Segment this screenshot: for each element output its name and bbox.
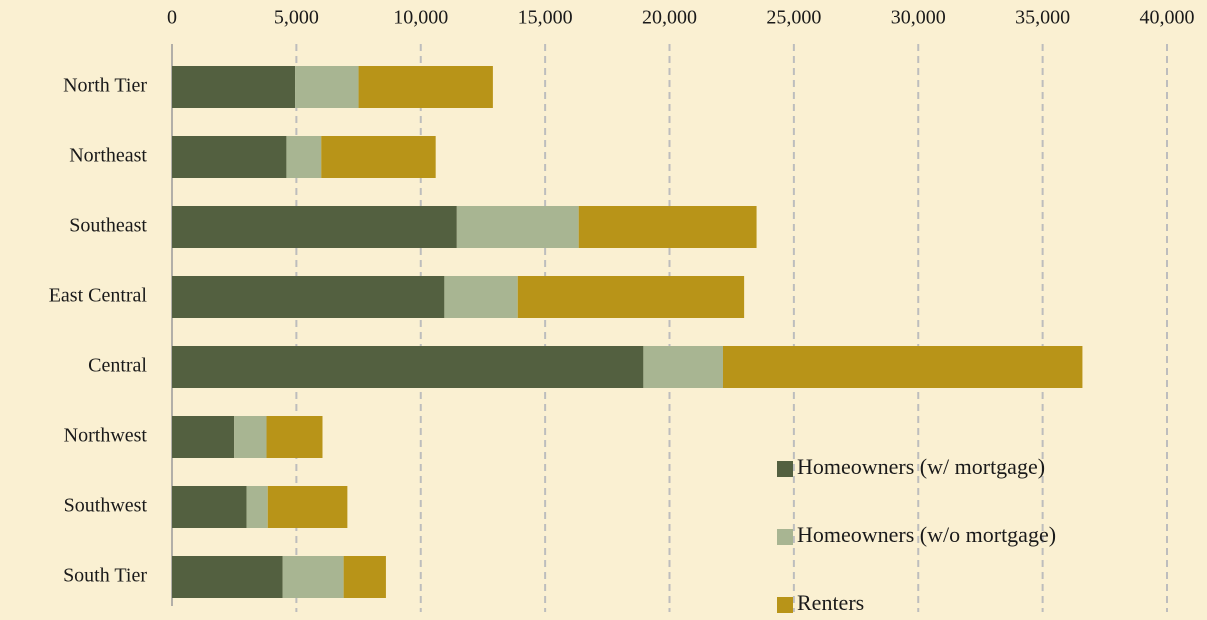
x-tick-label: 25,000 [766,7,821,29]
x-tick-label: 20,000 [642,7,697,29]
x-tick-label: 40,000 [1140,7,1195,29]
bar-segment [172,136,287,178]
bar-segment [172,346,644,388]
bar-segment [172,416,235,458]
bar-segment [246,486,268,528]
bar-segment [358,66,493,108]
legend-label: Renters [797,590,864,615]
y-tick-label: Southwest [64,495,148,517]
y-tick-label: Northeast [69,145,147,167]
y-tick-label: Southeast [69,215,147,237]
bar-segment [172,556,283,598]
x-tick-label: 10,000 [393,7,448,29]
x-tick-label: 5,000 [274,7,319,29]
bar-segment [172,486,247,528]
bar-segment [456,206,579,248]
y-tick-label: East Central [49,285,148,307]
x-tick-label: 0 [167,7,177,29]
bar-segment [295,66,359,108]
bar-segment [578,206,757,248]
x-tick-label: 30,000 [891,7,946,29]
legend-swatch [777,597,793,613]
bar-segment [722,346,1083,388]
bar-segment [234,416,267,458]
y-tick-label: Northwest [64,425,148,447]
bar-segment [282,556,344,598]
bar-segment [286,136,322,178]
legend-label: Homeowners (w/o mortgage) [797,522,1056,547]
bar-segment [267,486,348,528]
legend-swatch [777,461,793,477]
bar-segment [266,416,323,458]
y-tick-label: Central [88,355,147,377]
bar-segment [321,136,436,178]
x-tick-label: 35,000 [1015,7,1070,29]
legend-label: Homeowners (w/ mortgage) [797,454,1045,479]
x-tick-label: 15,000 [518,7,573,29]
legend-swatch [777,529,793,545]
bar-segment [643,346,723,388]
bar-segment [444,276,518,318]
bar-segment [517,276,745,318]
bar-segment [172,206,457,248]
bar-segment [172,276,445,318]
y-tick-label: South Tier [63,565,147,587]
bar-segment [343,556,386,598]
bar-segment [172,66,296,108]
y-tick-label: North Tier [63,75,147,97]
